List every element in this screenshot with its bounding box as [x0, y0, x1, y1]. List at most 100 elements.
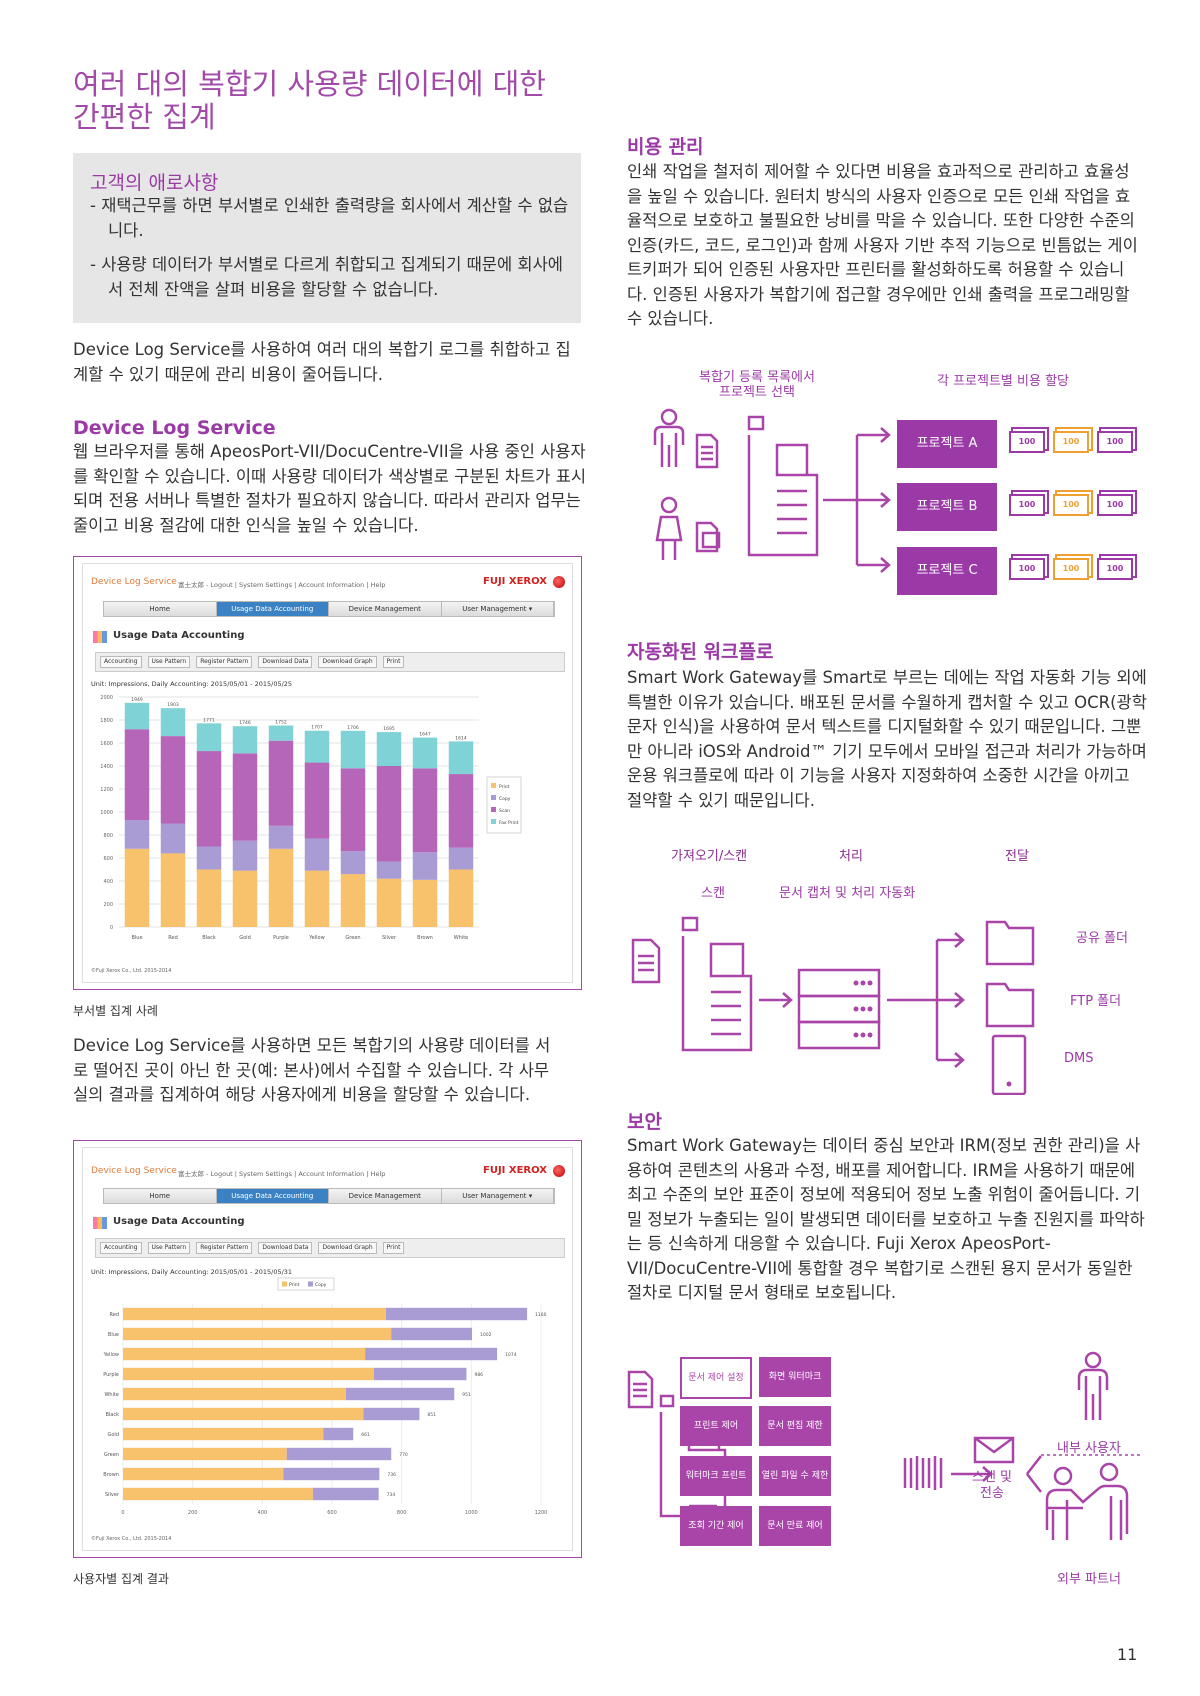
x-tick-label: 600: [327, 1510, 337, 1516]
nav-usage-data-accounting[interactable]: Usage Data Accounting: [216, 602, 329, 616]
print-button[interactable]: Print: [382, 656, 405, 668]
brand-logo: FUJI XEROX: [483, 576, 547, 587]
main-nav: Home Usage Data Accounting Device Manage…: [103, 601, 555, 617]
register-pattern-button[interactable]: Register Pattern: [196, 656, 253, 668]
bar-segment: [123, 1307, 386, 1321]
project-b: 프로젝트 B: [897, 483, 997, 531]
security-feature-view-period: 조회 기간 제어: [680, 1506, 752, 1546]
bar-segment: [345, 1387, 455, 1401]
y-tick-label: Blue: [108, 1332, 119, 1338]
cost-diagram-art: [653, 408, 891, 573]
dls-body: 웹 브라우저를 통해 ApeosPort-VII/DocuCentre-VII을…: [73, 442, 587, 535]
y-tick-label: Gold: [108, 1432, 120, 1438]
bar-segment: [385, 1307, 528, 1321]
security-feature-doc-control: 문서 제어 설정: [680, 1357, 752, 1399]
download-data-button[interactable]: Download Data: [258, 1242, 313, 1254]
y-tick-label: 0: [110, 925, 113, 931]
download-data-button[interactable]: Download Data: [258, 656, 313, 668]
money-note-icon: 100: [1097, 431, 1133, 453]
bar-segment: [232, 753, 258, 841]
legend-box: [277, 1277, 335, 1291]
app-name: Device Log Service: [91, 577, 177, 587]
x-tick-label: 1200: [535, 1510, 548, 1516]
workflow-sub-process: 문서 캡처 및 처리 자동화: [779, 886, 916, 901]
app-name: Device Log Service: [91, 1166, 177, 1176]
x-tick-label: White: [454, 935, 469, 941]
bar-segment: [123, 1327, 392, 1341]
legend-label: Print: [289, 1282, 300, 1288]
bar-segment: [376, 878, 402, 927]
nav-user-management[interactable]: User Management ▾: [442, 1189, 554, 1203]
bar-segment: [412, 737, 438, 769]
bar-segment: [376, 766, 402, 862]
legend-label: Copy: [499, 796, 511, 802]
toolbar: Accounting Use Pattern Register Pattern …: [95, 652, 565, 672]
bar-segment: [123, 1447, 287, 1461]
bar-segment: [376, 732, 402, 766]
data-label: 1074: [505, 1352, 517, 1358]
y-tick-label: 2000: [100, 695, 113, 701]
y-tick-label: Silver: [105, 1492, 120, 1498]
copyright: ©Fuji Xerox Co., Ltd. 2015-2014: [91, 1536, 172, 1542]
section-title: Usage Data Accounting: [113, 630, 245, 641]
data-label: 851: [427, 1412, 436, 1418]
bar-segment: [196, 869, 222, 927]
nav-home[interactable]: Home: [104, 1189, 217, 1203]
accounting-button[interactable]: Accounting: [100, 1242, 142, 1254]
nav-device-management[interactable]: Device Management: [329, 602, 442, 616]
security-body: Smart Work Gateway는 데이터 중심 보안과 IRM(정보 권한…: [627, 1136, 1145, 1302]
main-nav: Home Usage Data Accounting Device Manage…: [103, 1188, 555, 1204]
money-note-icon: 100: [1053, 494, 1089, 516]
bar-segment: [268, 740, 294, 826]
brand-sphere-icon: [553, 1165, 565, 1177]
security-feature-screen-watermark: 화면 워터마크: [759, 1357, 831, 1397]
bar-segment: [376, 861, 402, 879]
copyright: ©Fuji Xerox Co., Ltd. 2015-2014: [91, 968, 172, 974]
nav-home[interactable]: Home: [104, 602, 217, 616]
y-tick-label: 1600: [100, 741, 113, 747]
legend-label: Scan: [499, 808, 510, 814]
download-graph-button[interactable]: Download Graph: [318, 656, 377, 668]
download-graph-button[interactable]: Download Graph: [318, 1242, 377, 1254]
x-tick-label: Blue: [131, 935, 142, 941]
y-tick-label: Brown: [103, 1472, 119, 1478]
envelope-icon: [973, 1436, 1015, 1464]
external-partner-icon: [1045, 1462, 1129, 1540]
workflow-body: Smart Work Gateway를 Smart로 부르는 데에는 작업 자동…: [627, 668, 1147, 810]
pain-points-box: 고객의 애로사항 - 재택근무를 하면 부서별로 인쇄한 출력량을 회사에서 계…: [73, 153, 581, 323]
bar-segment: [124, 702, 150, 730]
accounting-button[interactable]: Accounting: [100, 656, 142, 668]
document-icon: [631, 938, 661, 984]
nav-usage-data-accounting[interactable]: Usage Data Accounting: [216, 1189, 329, 1203]
print-button[interactable]: Print: [382, 1242, 405, 1254]
legend-swatch: [491, 783, 496, 788]
user-icon: [653, 408, 685, 467]
data-label: 1647: [419, 732, 431, 738]
toolbar: Accounting Use Pattern Register Pattern …: [95, 1238, 565, 1258]
data-label: 770: [399, 1452, 408, 1458]
register-pattern-button[interactable]: Register Pattern: [196, 1242, 253, 1254]
pain-point-1: - 재택근무를 하면 부서별로 인쇄한 출력량을 회사에서 계산할 수 없습니다…: [90, 196, 569, 240]
workflow-sub-scan: 스캔: [701, 886, 725, 901]
nav-device-management[interactable]: Device Management: [329, 1189, 442, 1203]
y-tick-label: 600: [103, 856, 113, 862]
use-pattern-button[interactable]: Use Pattern: [147, 1242, 191, 1254]
paragraph-2: Device Log Service를 사용하면 모든 복합기의 사용량 데이터…: [73, 1036, 551, 1104]
section-title: Usage Data Accounting: [113, 1216, 245, 1227]
nav-user-management[interactable]: User Management ▾: [442, 602, 554, 616]
unit-line: Unit: Impressions, Daily Accounting: 201…: [91, 680, 293, 688]
data-label: 1002: [480, 1332, 492, 1338]
x-tick-label: 0: [121, 1510, 124, 1516]
project-a: 프로젝트 A: [897, 420, 997, 468]
legend-label: Print: [499, 784, 510, 790]
data-label: 1706: [347, 725, 359, 731]
bar-segment: [412, 852, 438, 880]
bar-segment: [123, 1467, 284, 1481]
legend-swatch: [491, 807, 496, 812]
use-pattern-button[interactable]: Use Pattern: [147, 656, 191, 668]
data-label: 1160: [535, 1312, 547, 1318]
bar-segment: [340, 851, 366, 875]
data-label: 1771: [203, 717, 215, 723]
bar-segment: [232, 726, 258, 754]
folder-icon: [985, 920, 1035, 966]
